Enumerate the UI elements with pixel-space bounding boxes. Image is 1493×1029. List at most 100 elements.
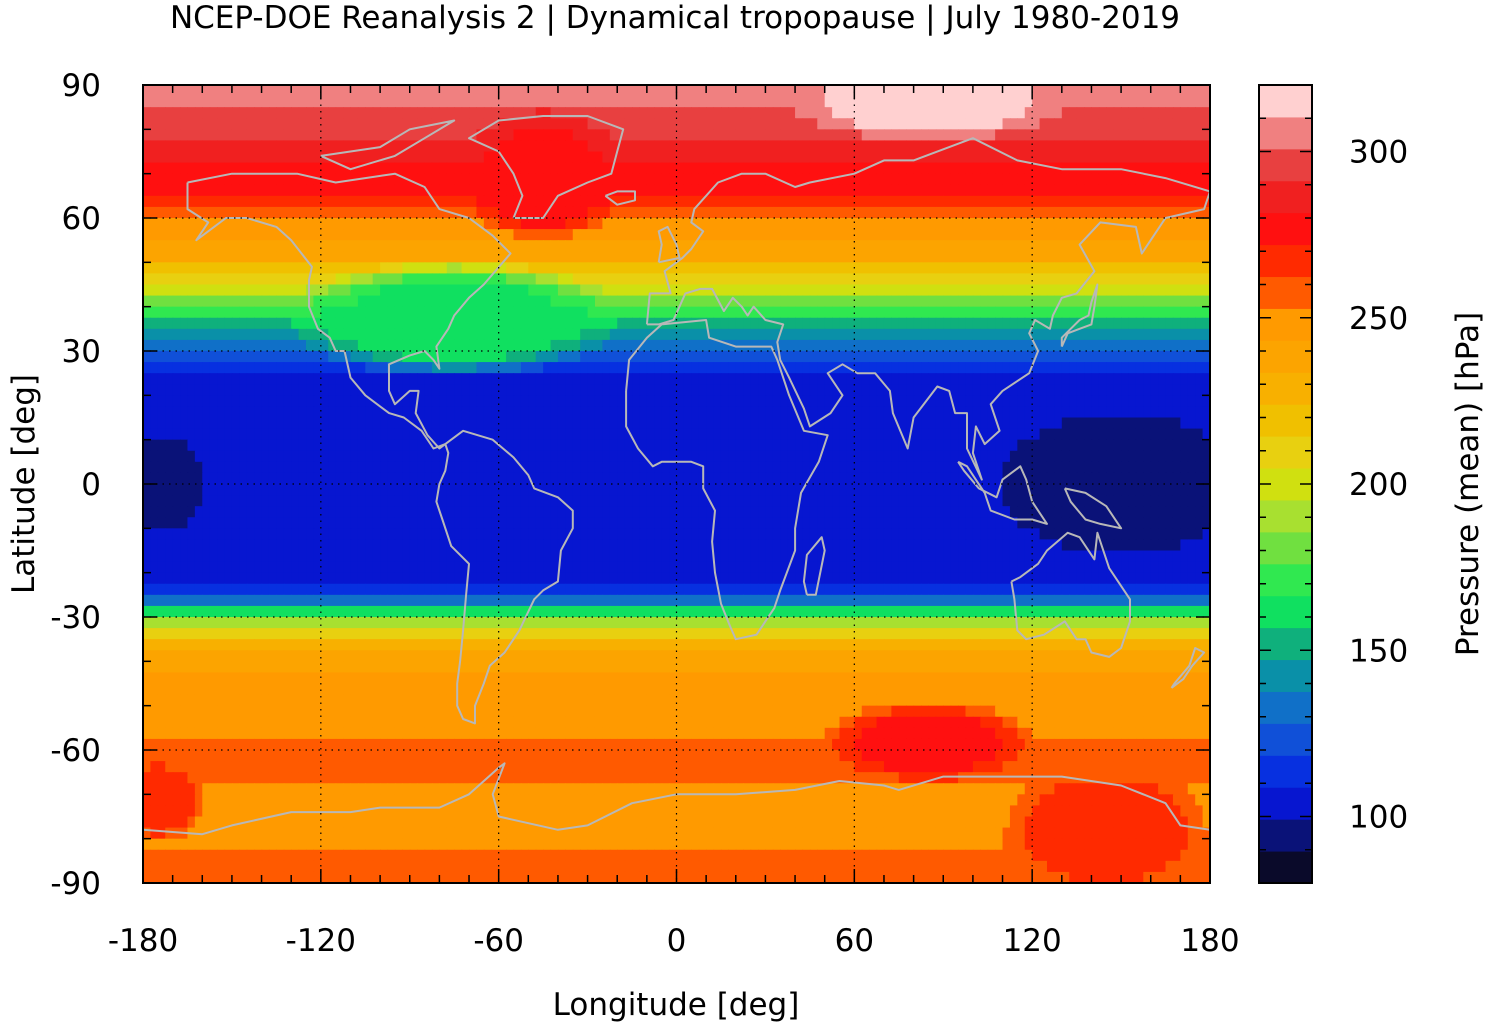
heatmap-cell: [1084, 439, 1093, 452]
heatmap-cell: [328, 229, 337, 241]
heatmap-cell: [720, 251, 729, 263]
heatmap-cell: [157, 306, 166, 319]
heatmap-cell: [869, 284, 878, 297]
heatmap-cell: [461, 118, 470, 130]
heatmap-cell: [1180, 184, 1189, 197]
heatmap-cell: [202, 129, 211, 142]
heatmap-cell: [661, 129, 670, 142]
heatmap-cell: [343, 129, 352, 142]
heatmap-cell: [1158, 262, 1167, 275]
heatmap-cell: [609, 406, 618, 419]
heatmap-cell: [809, 240, 818, 252]
heatmap-cell: [343, 373, 352, 385]
heatmap-cell: [1180, 273, 1189, 286]
heatmap-cell: [1054, 339, 1063, 352]
heatmap-cell: [261, 439, 270, 452]
heatmap-cell: [876, 140, 885, 153]
heatmap-cell: [861, 395, 870, 408]
heatmap-cell: [1024, 362, 1033, 374]
heatmap-cell: [535, 162, 544, 175]
heatmap-cell: [194, 306, 203, 319]
heatmap-cell: [958, 306, 967, 319]
heatmap-cell: [876, 173, 885, 186]
heatmap-cell: [202, 184, 211, 197]
heatmap-cell: [1128, 140, 1137, 153]
heatmap-cell: [335, 362, 344, 374]
heatmap-cell: [387, 417, 396, 430]
heatmap-cell: [454, 96, 463, 108]
heatmap-cell: [1187, 251, 1196, 263]
heatmap-cell: [1172, 339, 1181, 352]
heatmap-cell: [580, 262, 589, 275]
heatmap-cell: [209, 151, 218, 164]
heatmap-cell: [498, 107, 507, 119]
heatmap-cell: [543, 251, 552, 263]
heatmap-cell: [1113, 428, 1122, 441]
heatmap-cell: [906, 273, 915, 286]
heatmap-cell: [972, 85, 981, 97]
heatmap-cell: [320, 85, 329, 97]
heatmap-cell: [1121, 206, 1130, 219]
heatmap-cell: [898, 295, 907, 308]
heatmap-cell: [231, 173, 240, 186]
heatmap-cell: [698, 129, 707, 142]
heatmap-cell: [676, 339, 685, 352]
heatmap-cell: [180, 184, 189, 197]
heatmap-cell: [795, 362, 804, 374]
heatmap-cell: [943, 373, 952, 385]
heatmap-cell: [157, 328, 166, 341]
heatmap-cell: [431, 107, 440, 119]
heatmap-cell: [239, 262, 248, 275]
heatmap-cell: [1128, 96, 1137, 108]
heatmap-cell: [209, 96, 218, 108]
heatmap-cell: [758, 240, 767, 252]
heatmap-cell: [461, 461, 470, 474]
heatmap-cell: [1069, 373, 1078, 385]
heatmap-cell: [832, 428, 841, 441]
heatmap-cell: [202, 395, 211, 408]
heatmap-cell: [787, 162, 796, 175]
heatmap-cell: [861, 107, 870, 119]
heatmap-cell: [454, 151, 463, 164]
heatmap-cell: [772, 162, 781, 175]
heatmap-cell: [772, 273, 781, 286]
heatmap-cell: [832, 395, 841, 408]
heatmap-cell: [980, 240, 989, 252]
heatmap-cell: [461, 339, 470, 352]
heatmap-cell: [1106, 284, 1115, 297]
heatmap-cell: [632, 240, 641, 252]
heatmap-cell: [987, 295, 996, 308]
heatmap-cell: [780, 151, 789, 164]
heatmap-cell: [1098, 417, 1107, 430]
heatmap-cell: [424, 461, 433, 474]
heatmap-cell: [357, 373, 366, 385]
heatmap-cell: [898, 306, 907, 319]
heatmap-cell: [150, 262, 159, 275]
heatmap-cell: [683, 362, 692, 374]
heatmap-cell: [935, 173, 944, 186]
heatmap-cell: [483, 384, 492, 396]
heatmap-cell: [476, 173, 485, 186]
heatmap-cell: [972, 328, 981, 341]
heatmap-cell: [565, 162, 574, 175]
heatmap-cell: [439, 306, 448, 319]
heatmap-cell: [683, 295, 692, 308]
heatmap-cell: [995, 118, 1004, 130]
heatmap-cell: [1121, 417, 1130, 430]
heatmap-cell: [298, 339, 307, 352]
heatmap-cell: [387, 85, 396, 97]
heatmap-cell: [1158, 450, 1167, 463]
heatmap-cell: [402, 306, 411, 319]
heatmap-cell: [298, 96, 307, 108]
heatmap-cell: [365, 173, 374, 186]
heatmap-cell: [246, 195, 255, 208]
heatmap-cell: [713, 362, 722, 374]
heatmap-cell: [209, 85, 218, 97]
heatmap-cell: [513, 406, 522, 419]
heatmap-cell: [1165, 428, 1174, 441]
heatmap-cell: [172, 96, 181, 108]
heatmap-cell: [461, 129, 470, 142]
heatmap-cell: [461, 395, 470, 408]
heatmap-cell: [291, 273, 300, 286]
heatmap-cell: [735, 295, 744, 308]
